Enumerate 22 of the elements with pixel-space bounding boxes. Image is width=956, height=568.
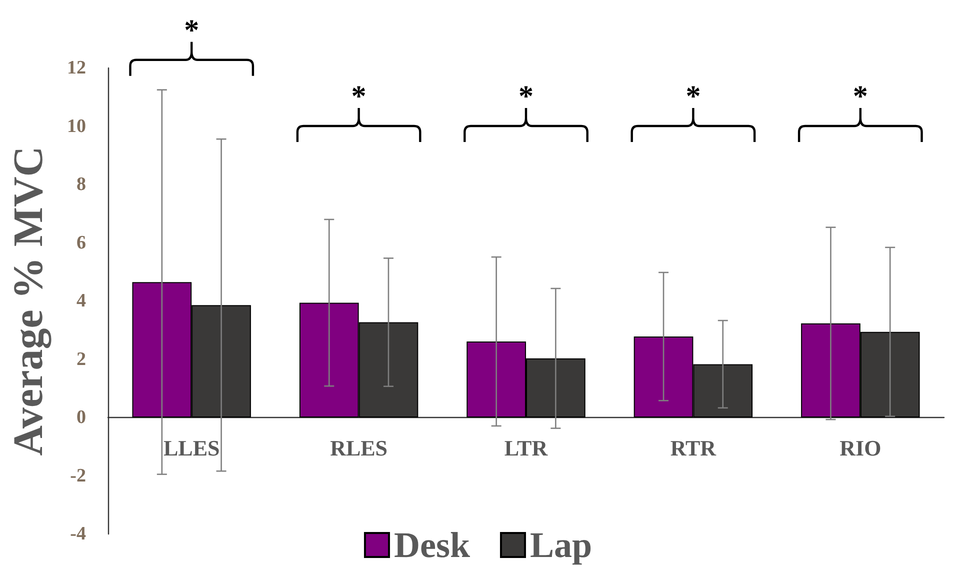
annotation: * — [852, 80, 868, 113]
y-tick-label: 12 — [67, 58, 86, 78]
y-tick-label: 2 — [76, 348, 86, 370]
y-tick-label: 0 — [76, 407, 86, 428]
x-tick-label: RIO — [840, 436, 882, 460]
x-tick-label: LTR — [504, 436, 549, 460]
annotation: * — [686, 80, 701, 113]
text: * — [184, 14, 200, 47]
y-tick-label: -4 — [70, 524, 86, 544]
y-tick-label: 8 — [76, 174, 86, 195]
y-tick-label: -2 — [70, 465, 86, 486]
annotation: * — [351, 80, 366, 113]
y-axis-title: Average % MVC — [6, 146, 52, 456]
x-tick-label: LLES — [163, 436, 220, 460]
y-tick-label: 6 — [76, 232, 86, 254]
x-tick-label: RTR — [670, 436, 718, 460]
y-tick-label: 4 — [76, 290, 86, 312]
annotation: * — [518, 80, 534, 113]
legend-label: Desk — [394, 525, 470, 565]
x-tick-label: RLES — [330, 436, 388, 460]
y-tick-label: 10 — [67, 116, 86, 137]
legend-label: Lap — [530, 525, 592, 565]
